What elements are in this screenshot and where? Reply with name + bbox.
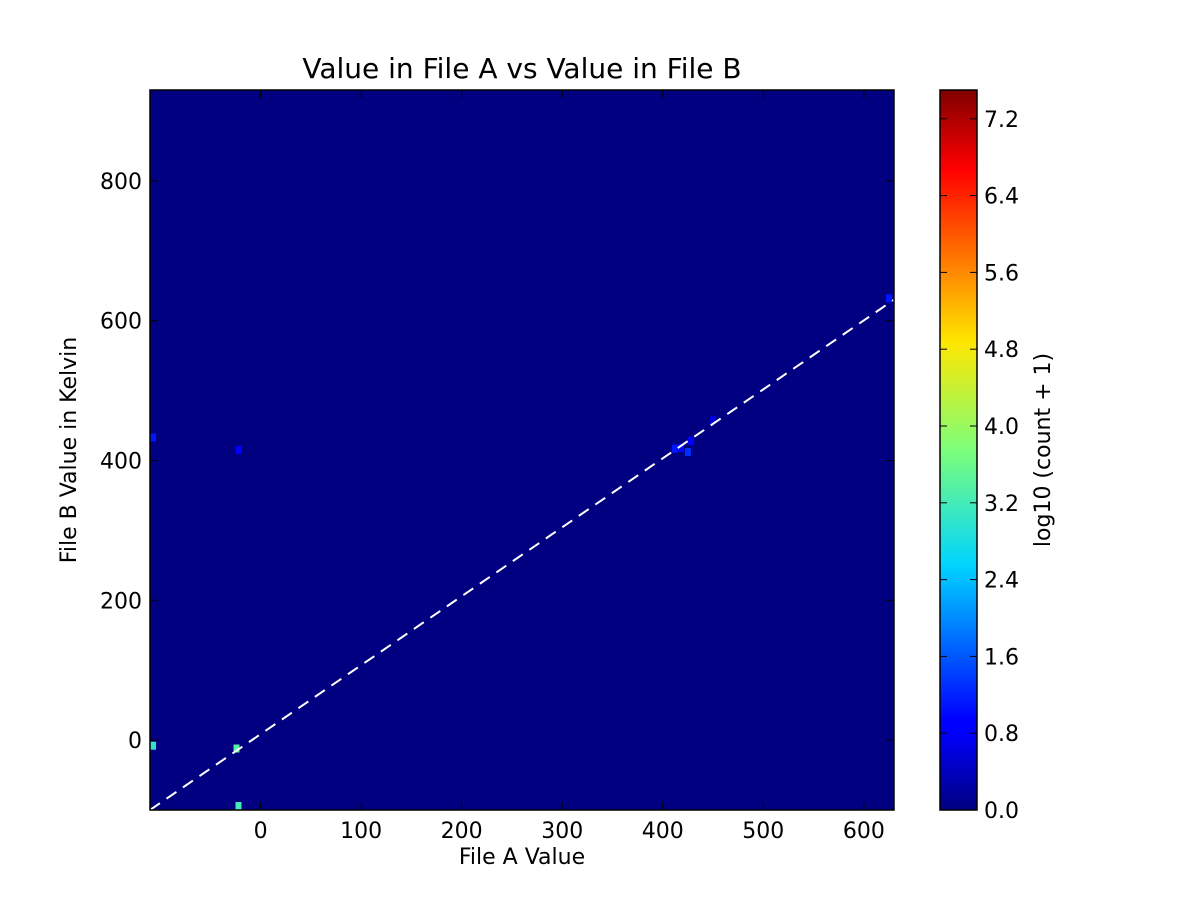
colorbar-tick-label: 0.8 [984,722,1019,747]
plot-background [150,90,894,810]
chart-title: Value in File A vs Value in File B [302,52,741,85]
y-tick-label: 200 [100,589,142,614]
heatmap-cell-3 [233,744,240,753]
colorbar-tick-label: 3.2 [984,492,1019,517]
x-tick-label: 600 [843,819,885,844]
x-tick-label: 500 [742,819,784,844]
heatmap-cell-10 [886,294,892,303]
y-tick-label: 600 [100,310,142,335]
y-tick-label: 800 [100,170,142,195]
y-tick-label: 400 [100,449,142,474]
heatmap-cell-1 [235,446,242,454]
heatmap-cell-4 [235,802,242,810]
colorbar-tick-label: 1.6 [984,645,1019,670]
colorbar-tick-label: 4.0 [984,415,1019,440]
colorbar-tick-label: 0.0 [984,799,1019,824]
y-axis-ticks: 0 200 400 600 800 [100,170,894,754]
heatmap-cell-5 [671,444,678,453]
x-tick-label: 300 [541,819,583,844]
heatmap-cells [150,294,892,810]
y-tick-label: 0 [128,729,142,754]
reference-line [149,298,895,811]
plot-frame [149,89,895,811]
heatmap-cell-7 [684,448,691,457]
heatmap-cell-0 [150,433,156,442]
heatmap-cell-2 [150,741,156,750]
x-tick-label: 400 [642,819,684,844]
x-axis-ticks: 0 100 200 300 400 500 600 [254,90,885,844]
x-tick-label: 0 [254,819,268,844]
colorbar-tick-label: 6.4 [984,185,1019,210]
colorbar-tick-label: 5.6 [984,261,1019,286]
colorbar-ticks: 0.0 0.8 1.6 2.4 3.2 4.0 4.8 5.6 6.4 7.2 [940,108,1019,824]
colorbar [939,89,978,811]
y-axis-title: File B Value in Kelvin [57,337,82,563]
colorbar-tick-label: 2.4 [984,569,1019,594]
heatmap-cell-6 [677,443,684,452]
x-tick-label: 100 [340,819,382,844]
heatmap-cell-8 [687,436,694,445]
x-axis-title: File A Value [459,845,585,870]
colorbar-tick-label: 4.8 [984,338,1019,363]
colorbar-tick-label: 7.2 [984,108,1019,133]
x-tick-label: 200 [441,819,483,844]
heatmap-cell-9 [710,415,716,424]
colorbar-label: log10 (count + 1) [1031,353,1056,547]
